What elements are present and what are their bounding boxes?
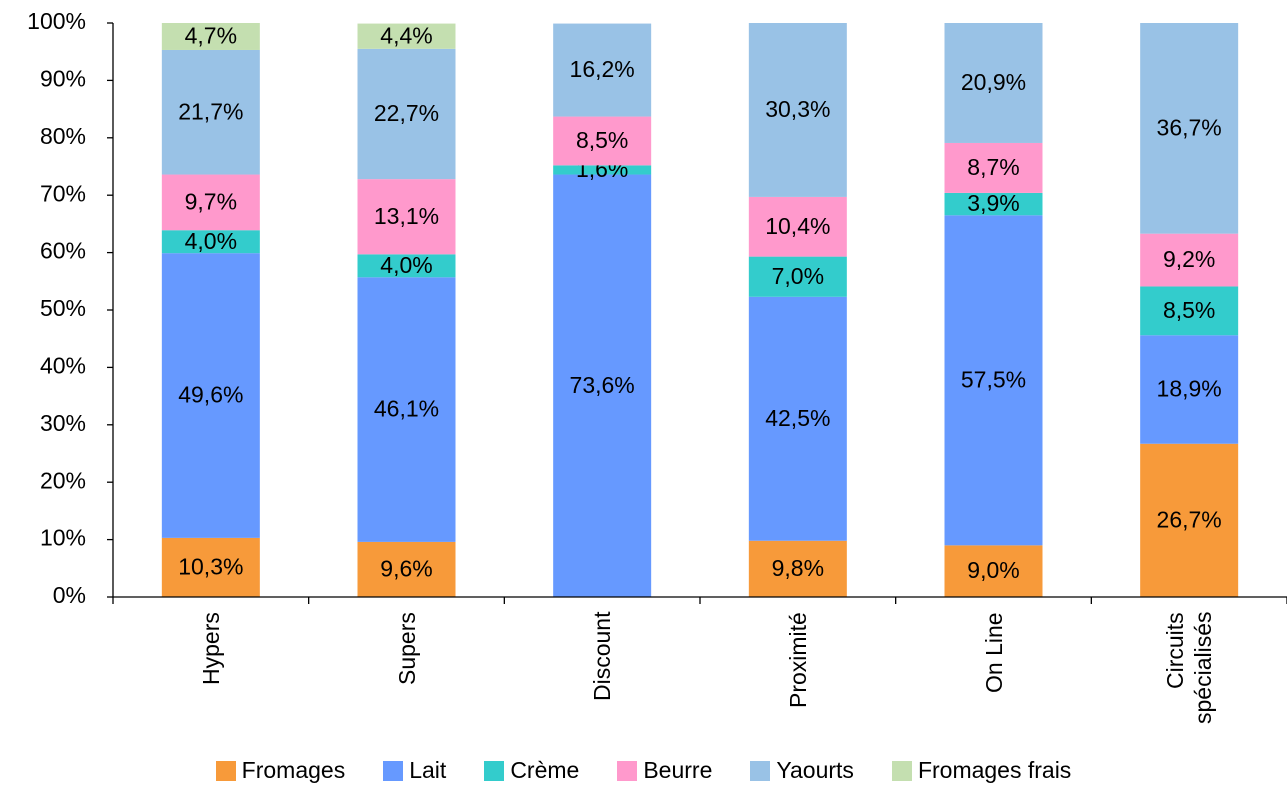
bar-segment: [1140, 23, 1239, 234]
bar-segment: [748, 296, 847, 541]
x-tick-label: On Line: [980, 612, 1007, 693]
value-label: 36,7%: [1157, 114, 1222, 140]
x-tick-label: Discount: [589, 612, 616, 702]
bar-segment: [357, 23, 456, 49]
value-label: 9,7%: [185, 188, 237, 214]
legend-label: Fromages: [241, 757, 346, 783]
legend-swatch: [215, 760, 236, 781]
value-label: 9,6%: [380, 556, 432, 582]
bar-segment: [748, 540, 847, 597]
legend-label: Yaourts: [776, 757, 854, 783]
value-label: 7,0%: [772, 263, 824, 289]
bar-segment: [357, 254, 456, 278]
bar-segment: [748, 256, 847, 297]
bar-segment: [748, 23, 847, 197]
legend-swatch: [383, 760, 404, 781]
value-label: 3,9%: [967, 190, 1019, 216]
value-label: 4,0%: [380, 252, 432, 278]
legend-item: Fromages frais: [891, 757, 1072, 784]
bar-segment: [357, 277, 456, 542]
value-label: 10,4%: [765, 213, 830, 239]
legend-item: Lait: [383, 757, 446, 784]
value-label: 26,7%: [1157, 506, 1222, 532]
legend-item: Fromages: [215, 757, 346, 784]
y-tick-label: 80%: [40, 123, 86, 149]
bar-segment: [1140, 443, 1239, 597]
value-label: 49,6%: [178, 382, 243, 408]
value-label: 8,5%: [1163, 297, 1215, 323]
bar-segment: [944, 215, 1043, 546]
legend-swatch: [750, 760, 771, 781]
bar-segment: [944, 545, 1043, 597]
value-label: 21,7%: [178, 98, 243, 124]
bar-segment: [1140, 233, 1239, 287]
bar-segment: [553, 165, 652, 175]
legend-swatch: [891, 760, 912, 781]
value-label: 18,9%: [1157, 376, 1222, 402]
y-tick-label: 90%: [40, 65, 86, 91]
value-label: 4,4%: [380, 22, 432, 48]
bar-segment: [161, 230, 260, 254]
legend-label: Lait: [409, 757, 447, 783]
bar-segment: [161, 174, 260, 231]
legend-swatch: [617, 760, 638, 781]
bar-segment: [553, 23, 652, 117]
bar-segment: [553, 116, 652, 166]
legend-label: Beurre: [643, 757, 713, 783]
y-tick-label: 30%: [40, 410, 86, 436]
value-label: 42,5%: [765, 405, 830, 431]
value-label: 4,0%: [185, 228, 237, 254]
value-label: 57,5%: [961, 366, 1026, 392]
value-label: 8,5%: [576, 127, 628, 153]
value-label: 8,7%: [967, 154, 1019, 180]
bar-segment: [748, 196, 847, 257]
value-label: 46,1%: [374, 396, 439, 422]
bar-segment: [1140, 335, 1239, 444]
y-tick-label: 50%: [40, 295, 86, 321]
y-tick-label: 100%: [27, 8, 86, 34]
y-tick-label: 70%: [40, 180, 86, 206]
bar-segment: [161, 253, 260, 538]
bar-segment: [944, 23, 1043, 143]
value-label: 73,6%: [570, 372, 635, 398]
y-tick-label: 60%: [40, 238, 86, 264]
bar-segment: [161, 537, 260, 597]
legend-item: Beurre: [617, 757, 712, 784]
bar-segment: [944, 142, 1043, 193]
bar-segment: [161, 23, 260, 50]
legend-swatch: [484, 760, 505, 781]
value-label: 13,1%: [374, 203, 439, 229]
value-label: 16,2%: [570, 56, 635, 82]
y-tick-label: 20%: [40, 467, 86, 493]
legend: Fromages Lait Crème Beurre Yaourts Fromages f…: [0, 757, 1287, 784]
y-tick-label: 40%: [40, 352, 86, 378]
bar-segment: [1140, 286, 1239, 336]
x-tick-label: Supers: [393, 612, 420, 685]
bar-segment: [944, 192, 1043, 216]
x-tick-label: Hypers: [197, 612, 224, 685]
value-label: 30,3%: [765, 96, 830, 122]
value-label: 9,0%: [967, 557, 1019, 583]
legend-label: Fromages frais: [917, 757, 1072, 783]
x-tick-label: Proximité: [784, 612, 811, 708]
value-label: 4,7%: [185, 23, 237, 49]
value-label: 9,2%: [1163, 246, 1215, 272]
legend-label: Crème: [510, 757, 580, 783]
bar-segment: [553, 174, 652, 597]
legend-item: Crème: [484, 757, 579, 784]
value-label: 22,7%: [374, 100, 439, 126]
value-label: 10,3%: [178, 554, 243, 580]
value-label: 20,9%: [961, 69, 1026, 95]
y-tick-label: 0%: [53, 582, 86, 608]
x-tick-label: Circuits spécialisés: [1162, 612, 1217, 725]
bar-segment: [357, 179, 456, 255]
bar-segment: [357, 48, 456, 180]
y-tick-label: 10%: [40, 525, 86, 551]
bar-segment: [161, 49, 260, 175]
bar-segment: [357, 541, 456, 597]
value-label: 9,8%: [772, 555, 824, 581]
legend-item: Yaourts: [750, 757, 854, 784]
